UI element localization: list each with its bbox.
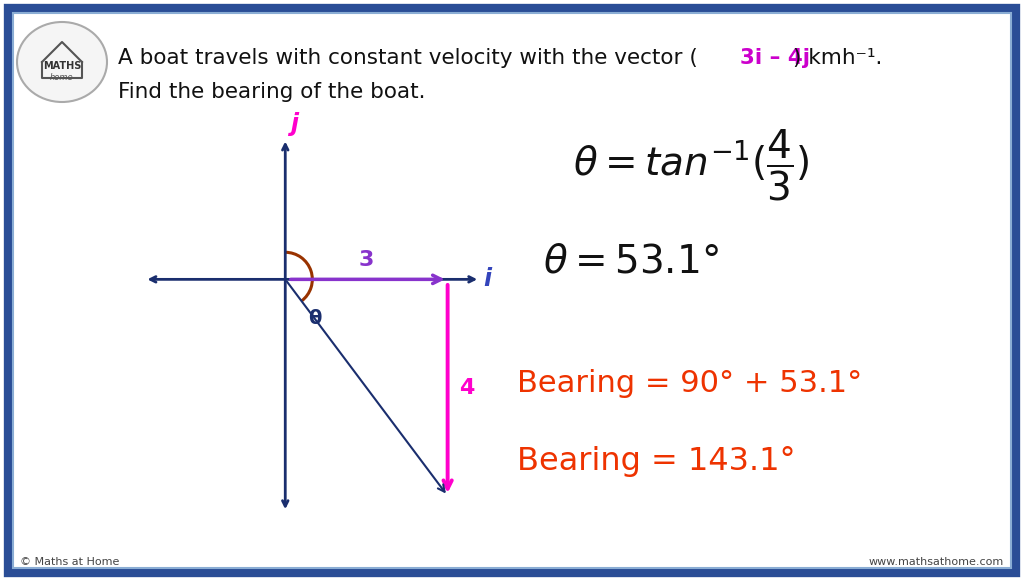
Text: $\theta = 53.1\degree$: $\theta = 53.1\degree$ xyxy=(543,242,719,281)
Text: home: home xyxy=(50,74,74,83)
Text: Bearing = 143.1°: Bearing = 143.1° xyxy=(517,446,796,478)
Ellipse shape xyxy=(17,22,106,102)
Text: A boat travels with constant velocity with the vector (: A boat travels with constant velocity wi… xyxy=(118,48,697,68)
Text: i: i xyxy=(482,267,490,291)
Text: j: j xyxy=(290,112,298,136)
Text: 3i – 4j: 3i – 4j xyxy=(740,48,810,68)
Text: 3: 3 xyxy=(358,250,374,270)
Text: © Maths at Home: © Maths at Home xyxy=(20,557,120,567)
Text: Find the bearing of the boat.: Find the bearing of the boat. xyxy=(118,82,426,102)
Text: θ: θ xyxy=(308,309,322,328)
Text: Bearing = 90° + 53.1°: Bearing = 90° + 53.1° xyxy=(517,369,862,398)
Text: $\theta = tan^{-1}(\dfrac{4}{3})$: $\theta = tan^{-1}(\dfrac{4}{3})$ xyxy=(573,128,810,203)
Text: www.mathsathome.com: www.mathsathome.com xyxy=(868,557,1004,567)
Text: 4: 4 xyxy=(460,378,475,397)
Text: MATHS: MATHS xyxy=(43,61,81,71)
Text: ) kmh⁻¹.: ) kmh⁻¹. xyxy=(793,48,883,68)
